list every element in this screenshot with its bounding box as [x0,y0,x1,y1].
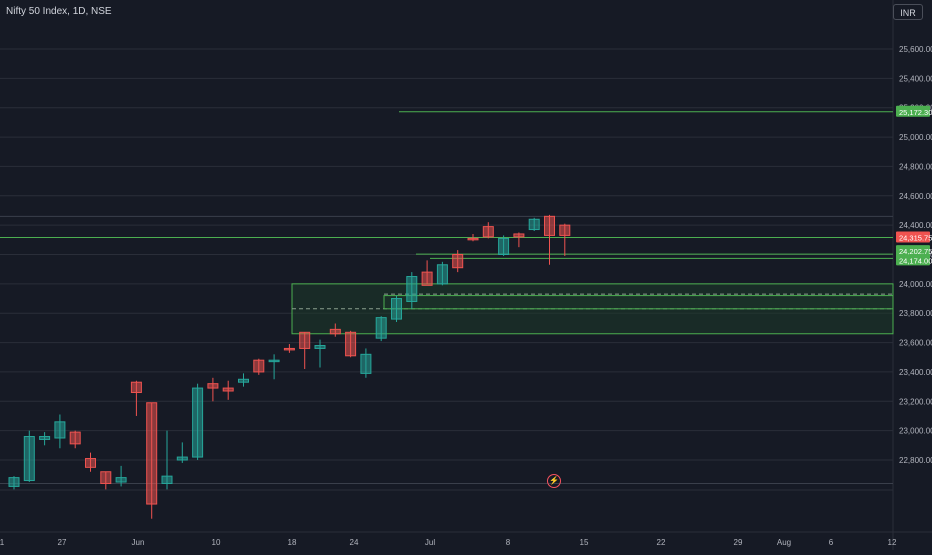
price-level-tag [896,254,930,266]
candle-body[interactable] [85,458,96,468]
candle-body[interactable] [544,215,555,236]
candle-body[interactable] [528,218,540,231]
candle-body[interactable] [39,436,51,440]
candle-body[interactable] [207,383,219,389]
candle-body[interactable] [391,298,402,320]
candle-body[interactable] [115,477,127,483]
price-tick-label: 24,400.00 [899,221,932,230]
candle-body[interactable] [69,431,81,445]
lightning-icon[interactable]: ⚡ [547,474,561,488]
price-tick-label: 23,200.00 [899,397,932,406]
price-tick-label: 23,400.00 [899,368,932,377]
candle-body[interactable] [283,347,295,351]
price-level-tag-text: 24,315.75 [899,234,932,243]
candle-body[interactable] [222,387,234,392]
demand-zone[interactable] [383,295,894,310]
candle-body[interactable] [421,271,433,286]
candle-body[interactable] [345,331,357,357]
price-level-tag-text: 25,172.30 [899,108,932,117]
price-tick-label: 25,600.00 [899,45,932,54]
candle-body[interactable] [360,353,372,374]
time-tick-label: 12 [888,538,897,547]
candle-body[interactable] [299,331,311,349]
price-tick-label: 22,800.00 [899,456,932,465]
time-tick-label: 22 [657,538,666,547]
candle-body[interactable] [130,381,142,393]
time-tick-label: Aug [777,538,791,547]
price-level-tag [896,245,930,257]
candle-body[interactable] [513,233,525,238]
time-tick-label: 1 [0,538,5,547]
candle-body[interactable] [375,317,387,339]
candle-body[interactable] [100,471,112,484]
candle-body[interactable] [329,328,341,335]
candle-body[interactable] [176,456,188,461]
candle-body[interactable] [23,436,35,482]
candle-body[interactable] [467,237,479,241]
candle-body[interactable] [8,477,20,487]
candle-body[interactable] [498,237,510,256]
candle-body[interactable] [268,359,280,363]
price-tick-label: 25,400.00 [899,74,932,83]
price-tick-label: 24,800.00 [899,162,932,171]
candle-body[interactable] [253,359,265,373]
price-tick-label: 24,600.00 [899,192,932,201]
price-level-tag-text: 24,202.75 [899,247,932,256]
candle-body[interactable] [146,402,158,505]
time-tick-label: 10 [212,538,221,547]
time-tick-label: 6 [829,538,834,547]
candle-body[interactable] [161,475,173,484]
time-tick-label: 18 [288,538,297,547]
price-tick-label: 25,000.00 [899,133,932,142]
candle-body[interactable] [314,345,326,349]
price-level-tag [896,231,930,243]
time-tick-label: 24 [350,538,359,547]
symbol-title: Nifty 50 Index, 1D, NSE [6,6,112,17]
price-tick-label: 23,000.00 [899,427,932,436]
price-tick-label: 23,800.00 [899,309,932,318]
time-tick-label: 27 [58,538,67,547]
price-tick-label: 23,600.00 [899,339,932,348]
time-tick-label: 29 [734,538,743,547]
candle-body[interactable] [406,276,418,302]
candle-body[interactable] [482,226,494,238]
currency-button[interactable]: INR [893,4,923,20]
time-tick-label: Jun [132,538,145,547]
time-tick-label: Jul [425,538,435,547]
candle-body[interactable] [436,264,448,285]
price-level-tag [896,105,930,117]
candle-body[interactable] [54,421,66,439]
price-tick-label: 24,000.00 [899,280,932,289]
price-level-tag-text: 24,174.00 [899,256,932,265]
candle-body[interactable] [452,254,464,269]
candle-body[interactable] [238,378,249,383]
time-tick-label: 15 [580,538,589,547]
candle-body[interactable] [192,387,204,458]
time-tick-label: 8 [506,538,511,547]
candle-body[interactable] [559,224,571,236]
